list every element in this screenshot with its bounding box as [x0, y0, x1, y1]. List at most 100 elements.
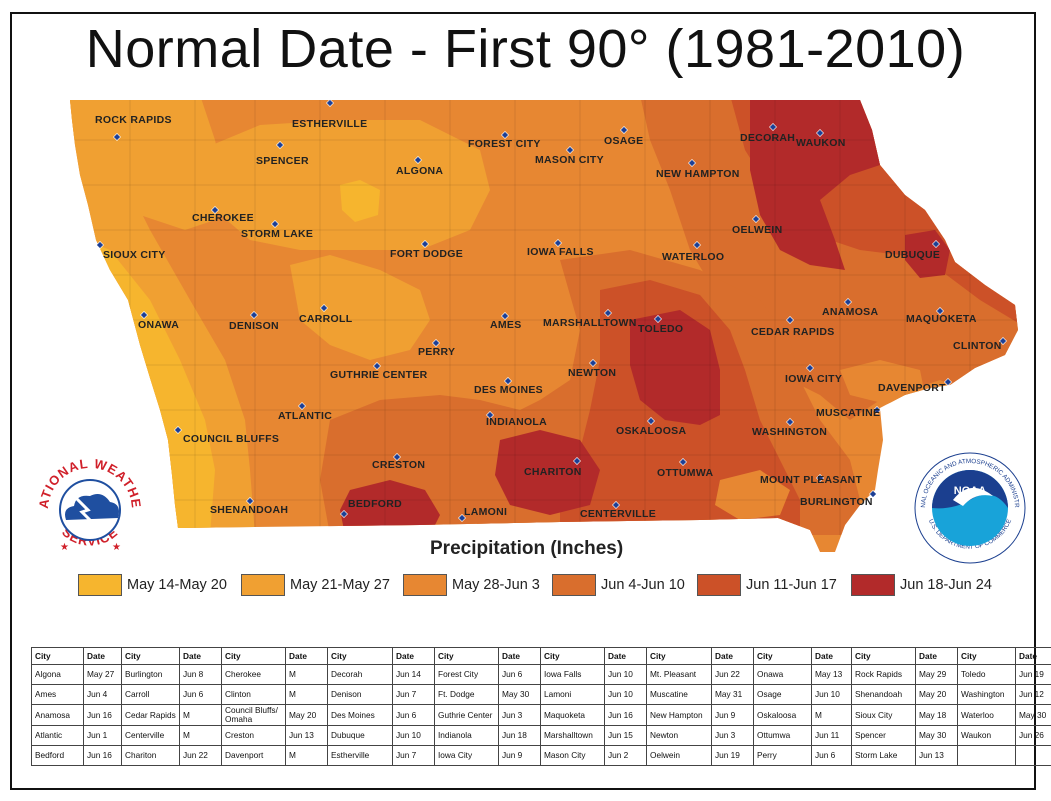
table-cell: Jun 11	[811, 725, 852, 746]
table-cell: Ft. Dodge	[434, 684, 499, 705]
legend-item: Jun 18-Jun 24	[851, 574, 992, 596]
city-label: NEW HAMPTON	[656, 168, 740, 180]
table-cell: Jun 9	[498, 745, 541, 766]
city-date-table: City Date City Date City Date City Date City Date…	[31, 647, 1051, 766]
legend-label: Jun 11-Jun 17	[746, 577, 837, 593]
city-marker	[816, 129, 824, 137]
svg-text:★: ★	[60, 542, 69, 553]
city-marker	[647, 417, 655, 425]
table-cell: Jun 2	[604, 745, 647, 766]
table-cell: Jun 6	[498, 664, 541, 685]
table-cell: M	[285, 664, 328, 685]
table-cell: Iowa Falls	[540, 664, 605, 685]
table-cell: Denison	[327, 684, 393, 705]
city-label: OSAGE	[604, 135, 643, 147]
table-header-cell: City	[434, 647, 499, 665]
svg-text:★: ★	[112, 542, 121, 553]
table-cell: Marshalltown	[540, 725, 605, 746]
city-label: DENISON	[229, 320, 279, 332]
table-row: Ames Jun 4 Carroll Jun 6 Clinton M Denison Jun …	[31, 684, 1051, 705]
city-label: OELWEIN	[732, 224, 783, 236]
city-label: DECORAH	[740, 132, 795, 144]
table-cell: Waterloo	[957, 704, 1016, 726]
table-cell: Jun 15	[604, 725, 647, 746]
table-cell: May 27	[83, 664, 122, 685]
city-label: STORM LAKE	[241, 228, 313, 240]
table-cell: Jun 9	[711, 704, 754, 726]
city-marker	[140, 311, 148, 319]
table-cell: Jun 12	[1015, 684, 1051, 705]
table-cell: M	[179, 704, 222, 726]
table-cell: Burlington	[121, 664, 180, 685]
table-cell: Osage	[753, 684, 812, 705]
city-marker	[501, 131, 509, 139]
city-marker	[501, 312, 509, 320]
city-label: CARROLL	[299, 313, 353, 325]
city-marker	[573, 457, 581, 465]
table-header-cell: Date	[604, 647, 647, 665]
table-header-cell: Date	[811, 647, 852, 665]
city-label: NEWTON	[568, 367, 616, 379]
city-label: CRESTON	[372, 459, 425, 471]
city-marker	[373, 362, 381, 370]
table-cell: Atlantic	[31, 725, 84, 746]
city-label: MAQUOKETA	[906, 313, 977, 325]
city-label: AMES	[490, 319, 522, 331]
city-label: BEDFORD	[348, 498, 402, 510]
table-cell: M	[811, 704, 852, 726]
table-header-cell: City	[851, 647, 916, 665]
table-cell: Toledo	[957, 664, 1016, 685]
legend-swatch	[851, 574, 895, 596]
city-marker	[816, 474, 824, 482]
table-cell: Iowa City	[434, 745, 499, 766]
table-cell: Jun 10	[604, 684, 647, 705]
legend-swatch	[552, 574, 596, 596]
table-cell: May 30	[1015, 704, 1051, 726]
legend-label: May 21-May 27	[290, 577, 390, 593]
city-label: MUSCATINE	[816, 407, 880, 419]
nws-logo-icon: NATIONAL WEATHER SERVICE ★ ★	[30, 448, 145, 565]
city-marker	[786, 418, 794, 426]
city-marker	[844, 298, 852, 306]
table-cell: Sioux City	[851, 704, 916, 726]
city-label: GUTHRIE CENTER	[330, 369, 428, 381]
table-cell: Ames	[31, 684, 84, 705]
city-marker	[211, 206, 219, 214]
table-cell: Algona	[31, 664, 84, 685]
city-label: PERRY	[418, 346, 455, 358]
table-cell: Jun 3	[711, 725, 754, 746]
city-marker	[432, 339, 440, 347]
table-cell: Jun 10	[604, 664, 647, 685]
city-marker	[688, 159, 696, 167]
table-cell: Forest City	[434, 664, 499, 685]
table-cell: Shenandoah	[851, 684, 916, 705]
legend-swatch	[78, 574, 122, 596]
table-header-cell: City	[753, 647, 812, 665]
city-markers: ROCK RAPIDS ESTHERVILLE FOREST CITY OSAGE DE…	[95, 99, 1007, 522]
table-cell: Centerville	[121, 725, 180, 746]
city-marker	[271, 220, 279, 228]
city-marker	[936, 307, 944, 315]
table-cell: Jun 19	[1015, 664, 1051, 685]
table-cell: May 31	[711, 684, 754, 705]
table-cell: May 20	[285, 704, 328, 726]
city-marker	[769, 123, 777, 131]
city-marker	[554, 239, 562, 247]
table-cell: May 29	[915, 664, 958, 685]
city-marker	[620, 126, 628, 134]
table-cell: Jun 13	[285, 725, 328, 746]
table-header-row: City Date City Date City Date City Date City Date…	[31, 647, 1051, 665]
table-cell: Des Moines	[327, 704, 393, 726]
city-marker	[869, 490, 877, 498]
city-label: CHARITON	[524, 466, 582, 478]
city-marker	[679, 458, 687, 466]
table-cell: Davenport	[221, 745, 286, 766]
table-cell: Jun 16	[83, 745, 122, 766]
table-cell: Jun 6	[811, 745, 852, 766]
table-cell: Newton	[646, 725, 712, 746]
city-label: OSKALOOSA	[616, 425, 686, 437]
city-label: ESTHERVILLE	[292, 118, 367, 130]
city-marker	[693, 241, 701, 249]
table-header-cell: City	[957, 647, 1016, 665]
city-label: ALGONA	[396, 165, 443, 177]
